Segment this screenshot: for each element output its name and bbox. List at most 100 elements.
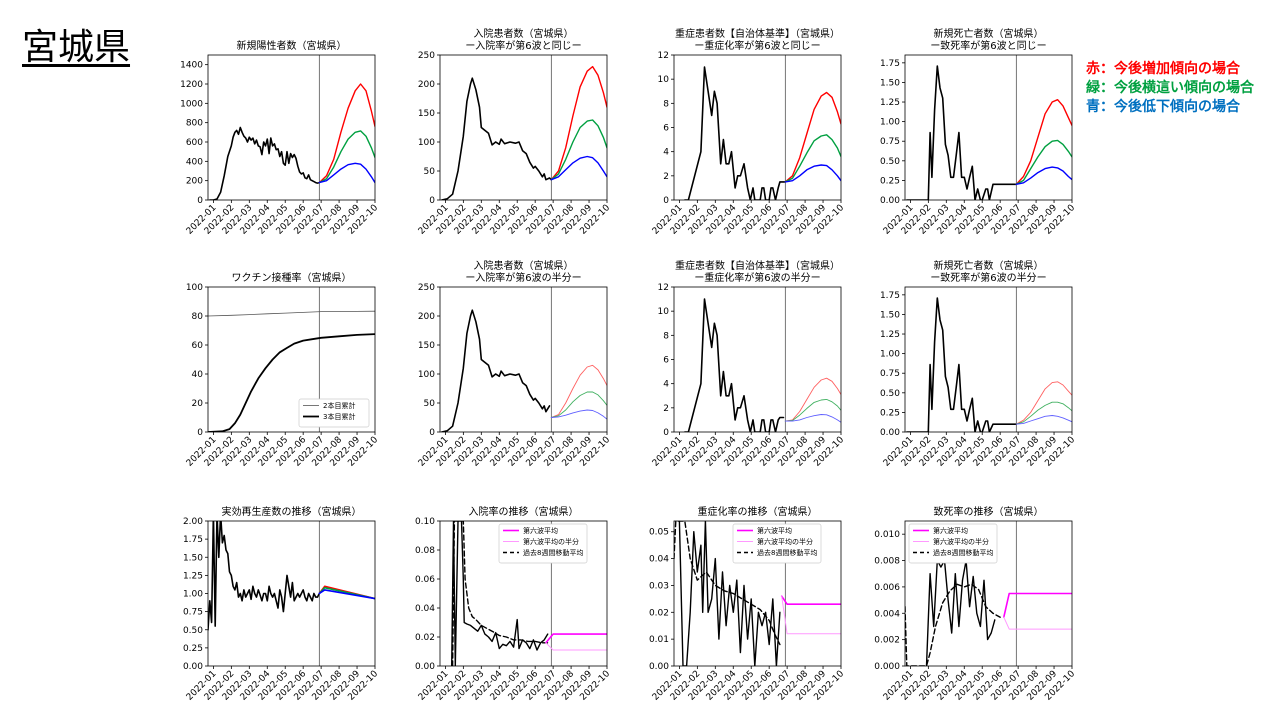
y-tick-label: 0.000	[874, 662, 900, 672]
page-title: 宮城県	[22, 27, 131, 68]
y-tick-label: 1.50	[183, 553, 203, 563]
chart-title: 入院患者数（宮城県）	[474, 27, 574, 40]
y-tick-label: 0	[663, 428, 669, 438]
y-tick-label: 40	[192, 370, 204, 380]
y-tick-label: 0.25	[183, 644, 203, 654]
plot-frame	[439, 286, 608, 433]
plot-frame	[673, 286, 842, 433]
series-wave6-half	[1003, 616, 1072, 630]
y-tick-label: 60	[192, 341, 204, 351]
series-green	[550, 391, 607, 418]
series-group	[905, 559, 1072, 666]
y-tick-label: 12	[658, 51, 669, 61]
series-wave6-half	[545, 642, 607, 651]
y-tick-label: 0.00	[649, 662, 669, 672]
y-tick-label: 0.00	[415, 662, 435, 672]
y-tick-label: 0.004	[874, 609, 900, 619]
series-blue	[1015, 166, 1072, 186]
series-red	[1015, 98, 1072, 186]
y-tick-label: 0	[429, 196, 435, 206]
plot-frame	[207, 54, 376, 201]
y-tick-label: 50	[424, 399, 436, 409]
chart-title: 重症化率の推移（宮城県）	[698, 505, 818, 518]
y-tick-label: 0.01	[649, 635, 669, 645]
series-blue	[550, 409, 607, 420]
series-blue	[1015, 415, 1072, 425]
series-green	[784, 134, 841, 183]
y-tick-label: 100	[418, 138, 435, 148]
legend-label: 過去8週間移動平均	[523, 548, 583, 557]
y-tick-label: 1.75	[880, 291, 900, 301]
chart-c6: 入院患者数（宮城県）ー入院率が第6波の半分ー050100150200250202…	[417, 259, 612, 469]
chart-title: ー致死率が第6波の半分ー	[930, 271, 1046, 284]
y-tick-label: 2	[663, 172, 669, 182]
series-wave6-half	[781, 595, 841, 635]
series-actual	[905, 65, 1018, 200]
series-red	[1015, 381, 1072, 425]
chart-title: 重症患者数【自治体基準】（宮城県）	[675, 259, 840, 272]
chart-title: 入院率の推移（宮城県）	[469, 505, 579, 518]
scenario-legend: 赤：今後増加傾向の場合 緑：今後横這い傾向の場合 青：今後低下傾向の場合	[1086, 60, 1254, 117]
plot-frame	[673, 54, 842, 201]
legend-label: 3本目累計	[323, 412, 355, 421]
y-tick-label: 150	[418, 109, 435, 119]
series-green	[784, 398, 841, 422]
y-tick-label: 0.00	[880, 196, 900, 206]
y-tick-label: 0.04	[649, 555, 669, 565]
series-blue	[318, 589, 375, 600]
y-tick-label: 0	[429, 428, 435, 438]
series-moving-average	[905, 583, 1001, 666]
chart-c11: 重症化率の推移（宮城県）0.000.010.020.030.040.052022…	[649, 505, 846, 703]
series-actual	[208, 521, 321, 631]
y-tick-label: 2.00	[183, 517, 203, 527]
series-group	[209, 83, 375, 200]
y-tick-label: 0.04	[415, 604, 435, 614]
plot-frame	[207, 286, 376, 433]
legend-label: 第六波平均の半分	[933, 537, 989, 546]
y-tick-label: 100	[186, 283, 203, 293]
chart-c5: ワクチン接種率（宮城県）0204060801002022-012022-0220…	[185, 271, 380, 469]
y-tick-label: 600	[186, 138, 203, 148]
series-actual	[678, 521, 781, 666]
y-tick-label: 0.006	[874, 583, 900, 593]
legend-label: 第六波平均	[933, 526, 968, 535]
chart-c8: 新規死亡者数（宮城県）ー致死率が第6波の半分ー 0.00 0.25 0.50 0.75 1…	[880, 259, 1077, 469]
plot-frame	[439, 520, 608, 667]
y-tick-label: 1.75	[880, 59, 900, 69]
y-tick-label: 0.00	[880, 428, 900, 438]
plot-frame	[904, 286, 1073, 433]
chart-title: 新規死亡者数（宮城県）	[934, 259, 1044, 272]
plot-frame	[673, 520, 842, 667]
legend-label: 2本目累計	[323, 401, 355, 410]
series-dose3	[208, 333, 375, 432]
y-tick-label: 0	[197, 196, 203, 206]
legend-blue: 青：今後低下傾向の場合	[1086, 99, 1240, 115]
y-tick-label: 400	[186, 157, 203, 167]
chart-title: ー重症化率が第6波と同じー	[694, 39, 820, 52]
series-blue	[784, 164, 841, 183]
series-red	[550, 364, 607, 418]
y-tick-label: 0	[663, 196, 669, 206]
y-tick-label: 0.05	[649, 528, 669, 538]
series-group	[440, 65, 607, 200]
series-green	[1015, 401, 1072, 425]
series-green	[318, 130, 375, 184]
y-tick-label: 1.25	[880, 98, 900, 108]
legend-label: 第六波平均の半分	[757, 537, 813, 546]
chart-c9: 実効再生産数の推移（宮城県） 0.00 0.25 0.50 0.75 1.00 1.25 1.…	[183, 505, 380, 703]
legend-box	[908, 523, 998, 564]
legend-label: 第六波平均の半分	[523, 537, 579, 546]
chart-c3: 重症患者数【自治体基準】（宮城県）ー重症化率が第6波と同じー0246810122…	[651, 27, 846, 237]
y-tick-label: 50	[424, 167, 436, 177]
y-tick-label: 10	[658, 307, 670, 317]
legend-box	[298, 398, 370, 428]
y-tick-label: 0.75	[880, 137, 900, 147]
y-tick-label: 1.50	[880, 78, 900, 88]
chart-c10: 入院率の推移（宮城県）0.000.020.040.060.080.102022-…	[415, 505, 612, 703]
chart-title: ー入院率が第6波の半分ー	[465, 271, 581, 284]
chart-legend: 2本目累計 3本目累計	[298, 398, 370, 428]
series-group	[208, 521, 375, 631]
y-tick-label: 1.50	[880, 310, 900, 320]
series-actual	[451, 521, 549, 666]
